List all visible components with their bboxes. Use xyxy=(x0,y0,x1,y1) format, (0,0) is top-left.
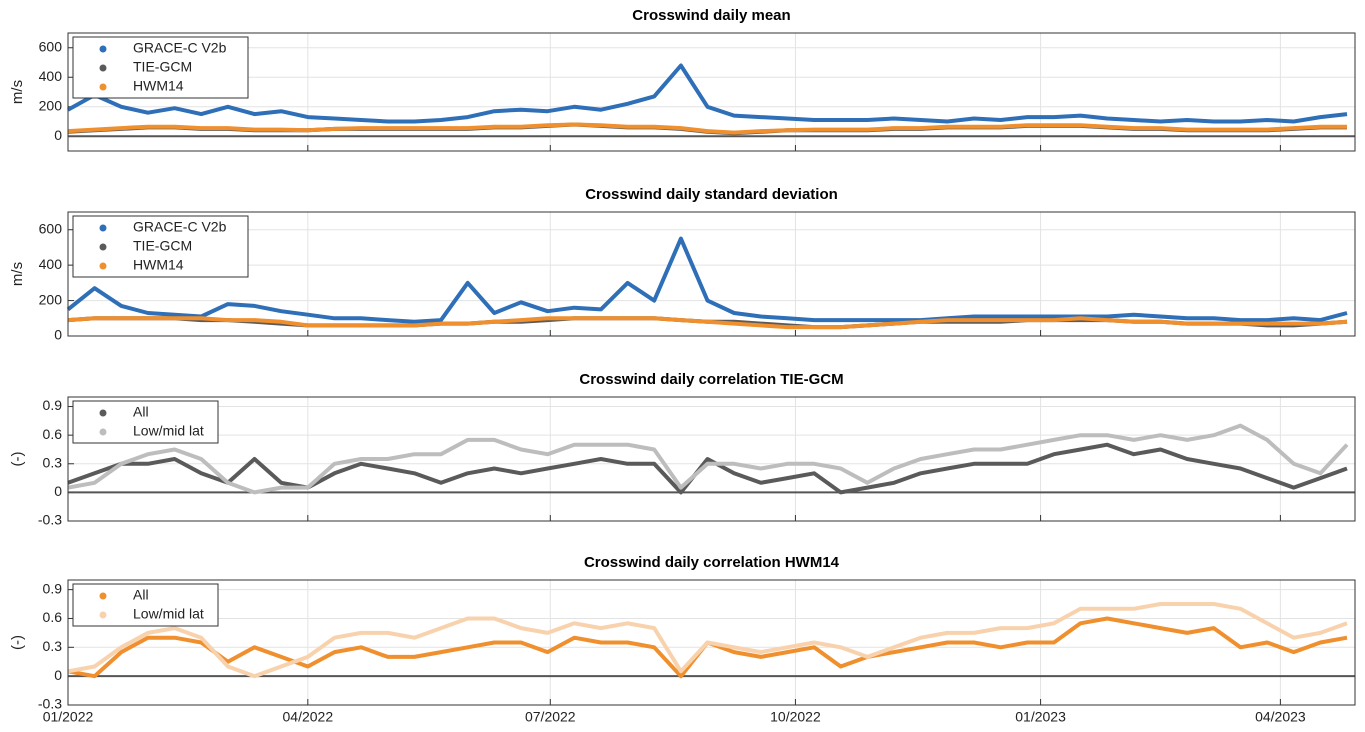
y-tick-label: -0.3 xyxy=(38,696,62,712)
y-tick-label: 400 xyxy=(39,68,63,84)
y-axis-label: (-) xyxy=(9,452,26,467)
legend-label: HWM14 xyxy=(133,257,184,273)
y-tick-label: 0.6 xyxy=(43,426,63,442)
legend-marker xyxy=(99,243,107,251)
x-tick-label: 01/2023 xyxy=(1015,709,1066,725)
axes-box xyxy=(67,32,1356,152)
legend-marker xyxy=(99,45,107,53)
legend-marker xyxy=(99,409,107,417)
y-tick-label: 600 xyxy=(39,38,63,54)
y-tick-label: 0 xyxy=(54,327,62,343)
legend-marker xyxy=(99,592,107,600)
legend-label: All xyxy=(133,404,149,420)
series-line xyxy=(67,316,1348,330)
chart-title: Crosswind daily correlation HWM14 xyxy=(584,554,840,571)
legend-label: GRACE-C V2b xyxy=(133,219,227,235)
legend-marker xyxy=(99,83,107,91)
legend-marker xyxy=(99,262,107,270)
y-axis-label: m/s xyxy=(9,80,26,104)
y-tick-label: -0.3 xyxy=(38,512,62,528)
series-line xyxy=(67,442,1348,495)
y-axis-label: m/s xyxy=(9,262,26,286)
y-tick-label: 0 xyxy=(54,127,62,143)
axes-box xyxy=(67,211,1356,337)
legend-label: Low/mid lat xyxy=(133,606,204,622)
legend-label: GRACE-C V2b xyxy=(133,40,227,56)
series-line xyxy=(67,423,1349,495)
x-tick-label: 01/2022 xyxy=(43,709,94,725)
x-tick-label: 07/2022 xyxy=(525,709,576,725)
legend-marker xyxy=(99,611,107,619)
legend-label: Low/mid lat xyxy=(133,423,204,439)
y-tick-label: 200 xyxy=(39,291,63,307)
legend-marker xyxy=(99,64,107,72)
legend-marker xyxy=(99,224,107,232)
series-line xyxy=(67,63,1348,124)
y-tick-label: 0 xyxy=(54,483,62,499)
x-tick-label: 04/2022 xyxy=(283,709,334,725)
y-tick-label: 400 xyxy=(39,256,63,272)
y-axis-label: (-) xyxy=(9,635,26,650)
y-tick-label: 0.3 xyxy=(43,454,63,470)
x-tick-label: 04/2023 xyxy=(1255,709,1306,725)
legend-marker xyxy=(99,428,107,436)
y-tick-label: 200 xyxy=(39,97,63,113)
legend-label: TIE-GCM xyxy=(133,59,192,75)
y-tick-label: 600 xyxy=(39,220,63,236)
y-tick-label: 0.9 xyxy=(43,580,63,596)
legend-label: All xyxy=(133,587,149,603)
legend-box xyxy=(72,400,219,444)
y-tick-label: 0 xyxy=(54,667,62,683)
chart-title: Crosswind daily correlation TIE-GCM xyxy=(579,371,843,388)
y-tick-label: 0.3 xyxy=(43,638,63,654)
axes-box xyxy=(67,396,1356,522)
chart-title: Crosswind daily standard deviation xyxy=(585,186,838,203)
legend-box xyxy=(72,583,219,627)
legend-label: TIE-GCM xyxy=(133,238,192,254)
series-line xyxy=(66,236,1348,324)
y-tick-label: 0.9 xyxy=(43,397,63,413)
axes-box xyxy=(67,579,1356,706)
series-line xyxy=(67,122,1347,135)
chart-title: Crosswind daily mean xyxy=(632,7,790,24)
y-tick-label: 0.6 xyxy=(43,609,63,625)
legend-label: HWM14 xyxy=(133,78,184,94)
series-line xyxy=(67,602,1348,679)
x-tick-label: 10/2022 xyxy=(770,709,821,725)
